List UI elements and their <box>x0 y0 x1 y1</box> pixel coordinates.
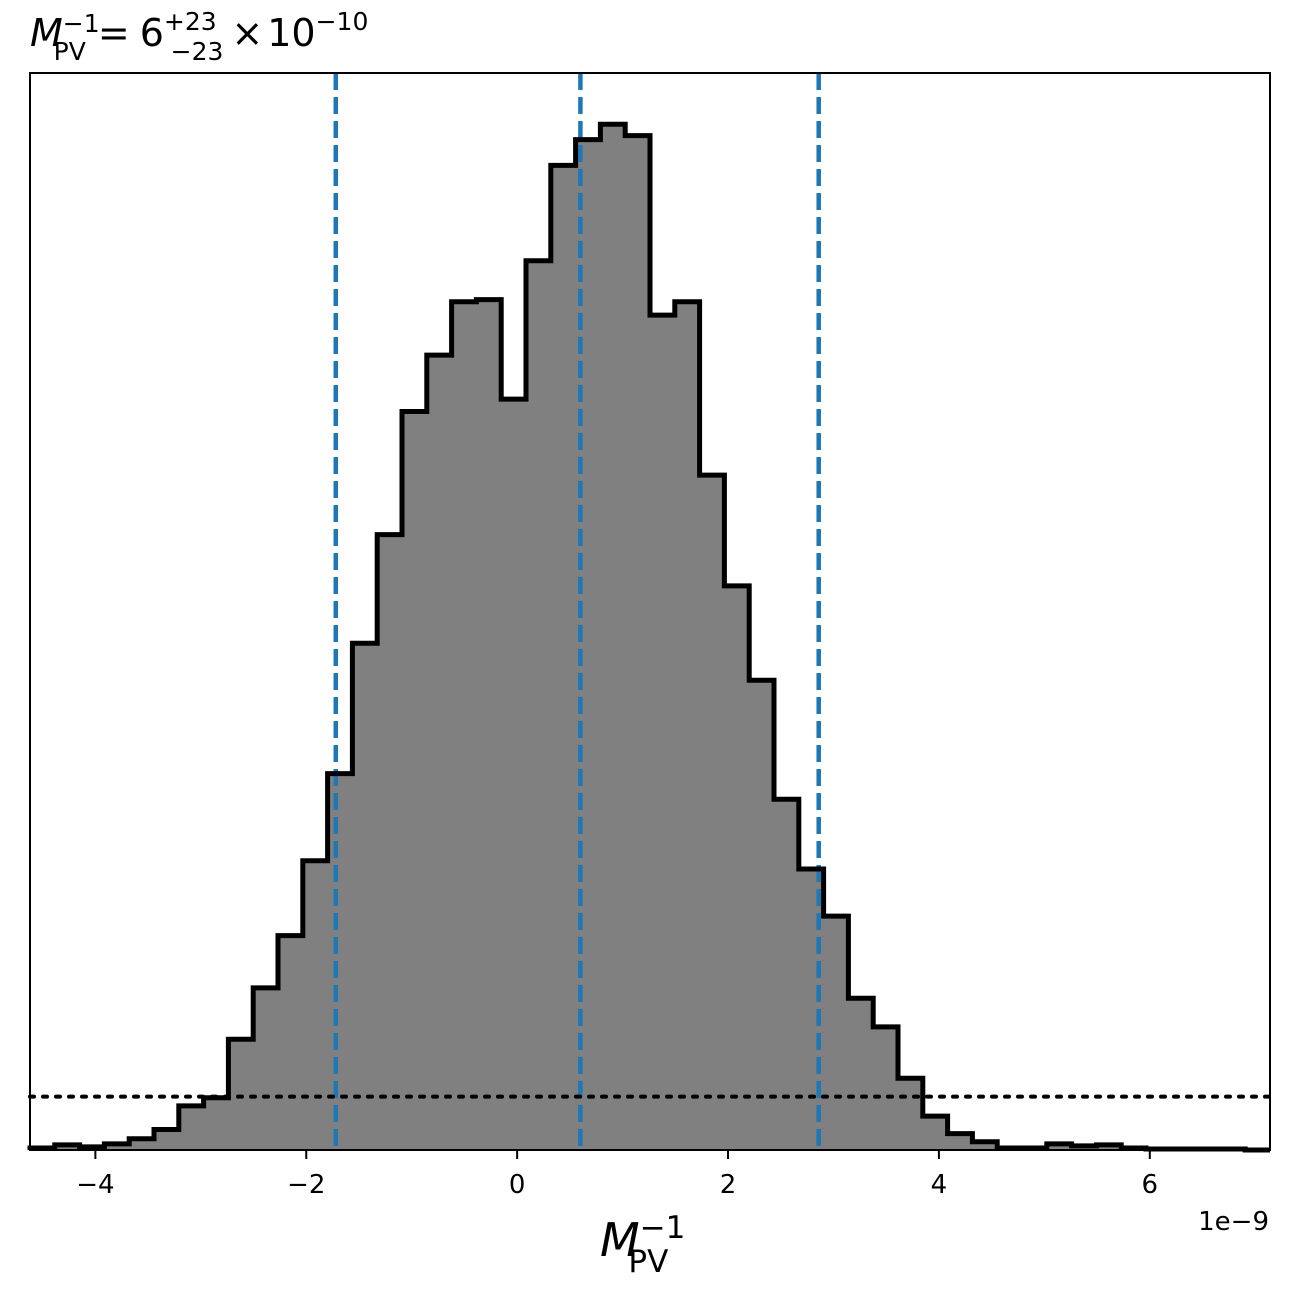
x-offset-label: 1e−9 <box>1198 1207 1269 1237</box>
plot-frame <box>29 72 1271 1151</box>
plot-area <box>27 73 1272 1153</box>
x-tick-label: 2 <box>720 1170 737 1200</box>
x-axis-ticks: −4 −2 0 2 4 6 <box>76 1150 1158 1200</box>
x-tick-label: −4 <box>76 1170 114 1200</box>
x-axis-label: M−1 PV <box>600 1210 685 1280</box>
x-tick-label: −2 <box>287 1170 325 1200</box>
quantile-lines <box>333 73 821 1150</box>
histogram-outline <box>27 121 1270 1153</box>
x-tick-label: 6 <box>1142 1170 1159 1200</box>
histogram-fill <box>30 124 1270 1150</box>
x-tick-label: 0 <box>509 1170 526 1200</box>
chart-title: M−1 PV = 6+23 −23 × 10−10 <box>30 7 368 66</box>
x-tick-label: 4 <box>931 1170 948 1200</box>
